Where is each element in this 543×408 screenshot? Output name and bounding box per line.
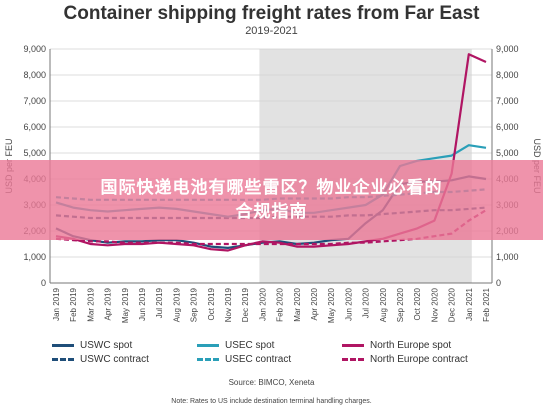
- x-tick-label: Jul 2019: [155, 287, 164, 318]
- chart-subtitle: 2019-2021: [245, 25, 298, 37]
- legend-entry: USWC spot: [52, 340, 132, 351]
- legend-label: USWC contract: [80, 354, 149, 365]
- y-tick-label-right: 6,000: [496, 122, 519, 132]
- x-tick-label: Feb 2019: [69, 287, 78, 321]
- legend-label: North Europe contract: [370, 354, 468, 365]
- x-tick-label: Jun 2019: [138, 287, 147, 320]
- legend-swatch: [52, 344, 74, 347]
- legend-entry: North Europe spot: [342, 340, 451, 351]
- x-tick-label: Oct 2020: [413, 287, 422, 320]
- y-tick-label-right: 8,000: [496, 70, 519, 80]
- x-tick-label: Nov 2019: [224, 287, 233, 322]
- x-tick-label: Jan 2021: [465, 287, 474, 320]
- x-tick-label: Mar 2019: [86, 287, 95, 321]
- x-tick-label: Dec 2020: [448, 287, 457, 322]
- y-tick-label-left: 6,000: [23, 122, 46, 132]
- banner-line-2: 合规指南: [235, 202, 308, 222]
- overlay-banner: [0, 160, 543, 240]
- x-tick-label: Sep 2019: [190, 287, 199, 322]
- legend-label: North Europe spot: [370, 340, 452, 351]
- x-tick-label: Sep 2020: [396, 287, 405, 322]
- legend-swatch: [342, 358, 364, 361]
- y-tick-label-right: 9,000: [496, 44, 519, 54]
- y-tick-label-left: 0: [41, 278, 46, 288]
- legend-label: USWC spot: [80, 340, 133, 351]
- y-tick-label-left: 9,000: [23, 44, 46, 54]
- note-text: Note: Rates to US include destination te…: [171, 398, 372, 405]
- source-text: Source: BIMCO, Xeneta: [228, 378, 315, 387]
- x-tick-label: Mar 2020: [293, 287, 302, 321]
- x-tick-label: Jan 2019: [52, 287, 61, 320]
- x-tick-label: Apr 2019: [104, 287, 113, 320]
- x-tick-label: Jul 2020: [362, 287, 371, 318]
- x-tick-label: Jan 2020: [258, 287, 267, 320]
- y-tick-label-left: 7,000: [23, 96, 46, 106]
- x-tick-label: Nov 2020: [430, 287, 439, 322]
- banner-line-1: 国际快递电池有哪些雷区？物业企业必看的: [100, 178, 443, 198]
- legend-entry: North Europe contract: [342, 354, 468, 365]
- legend-entry: USWC contract: [52, 354, 149, 365]
- y-tick-label-right: 0: [496, 278, 501, 288]
- x-tick-label: Jun 2020: [344, 287, 353, 320]
- legend-label: USEC contract: [225, 354, 292, 365]
- y-tick-label-left: 5,000: [23, 148, 46, 158]
- x-tick-label: May 2020: [327, 287, 336, 323]
- x-tick-label: Oct 2019: [207, 287, 216, 320]
- chart-title: Container shipping freight rates from Fa…: [63, 3, 480, 24]
- x-tick-label: Apr 2020: [310, 287, 319, 320]
- legend-entry: USEC spot: [197, 340, 274, 351]
- x-tick-label: Feb 2021: [482, 287, 491, 321]
- legend-entry: USEC contract: [197, 354, 291, 365]
- legend-label: USEC spot: [225, 340, 275, 351]
- y-tick-label-right: 1,000: [496, 252, 519, 262]
- x-tick-label: May 2019: [121, 287, 130, 323]
- legend-swatch: [197, 344, 219, 347]
- legend-swatch: [52, 358, 74, 361]
- y-tick-label-right: 7,000: [496, 96, 519, 106]
- y-tick-label-left: 1,000: [23, 252, 46, 262]
- legend-swatch: [342, 344, 364, 347]
- overlay-banner-text: 国际快递电池有哪些雷区？物业企业必看的 合规指南: [30, 176, 513, 224]
- x-tick-label: Dec 2019: [241, 287, 250, 322]
- x-tick-label: Feb 2020: [276, 287, 285, 321]
- x-tick-label: Aug 2020: [379, 287, 388, 322]
- x-tick-label: Aug 2019: [172, 287, 181, 322]
- y-tick-label-right: 5,000: [496, 148, 519, 158]
- y-tick-label-left: 8,000: [23, 70, 46, 80]
- legend-swatch: [197, 358, 219, 361]
